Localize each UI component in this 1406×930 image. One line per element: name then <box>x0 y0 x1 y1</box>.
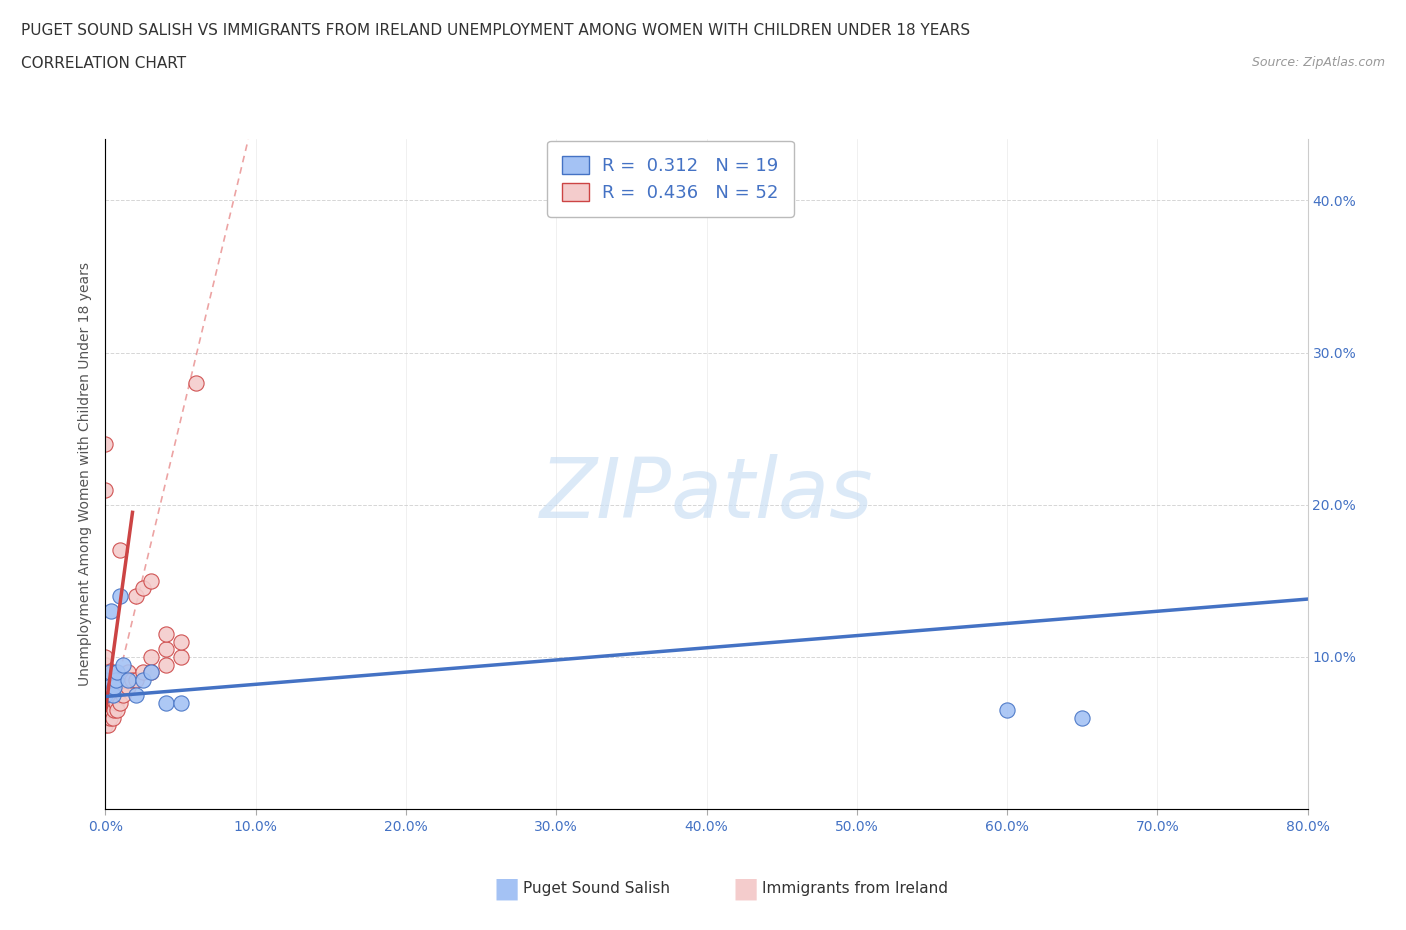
Point <box>124 589 146 604</box>
Point <box>101 680 124 695</box>
Point <box>184 376 207 391</box>
Text: Source: ZipAtlas.com: Source: ZipAtlas.com <box>1251 56 1385 69</box>
Point <box>100 604 122 618</box>
Y-axis label: Unemployment Among Women with Children Under 18 years: Unemployment Among Women with Children U… <box>79 262 93 686</box>
Point <box>139 665 162 680</box>
Point <box>124 672 146 687</box>
Point <box>100 672 122 687</box>
Point <box>103 703 125 718</box>
Point <box>132 665 155 680</box>
Point <box>94 718 117 733</box>
Text: Puget Sound Salish: Puget Sound Salish <box>523 881 671 896</box>
Point <box>94 703 117 718</box>
Point <box>155 642 177 657</box>
Point <box>94 687 117 702</box>
Point <box>110 589 132 604</box>
Point <box>155 658 177 672</box>
Point <box>104 695 127 710</box>
Point <box>94 649 117 664</box>
Point <box>103 687 125 702</box>
Legend: R =  0.312   N = 19, R =  0.436   N = 52: R = 0.312 N = 19, R = 0.436 N = 52 <box>547 141 793 217</box>
Point <box>97 680 120 695</box>
Point <box>97 718 120 733</box>
Point <box>94 687 117 702</box>
Point <box>98 665 121 680</box>
Point <box>98 695 121 710</box>
Point <box>94 665 117 680</box>
Point <box>132 581 155 596</box>
Point <box>94 672 117 687</box>
Point <box>94 482 117 497</box>
Point <box>94 680 117 695</box>
Point <box>100 703 122 718</box>
Point <box>101 695 124 710</box>
Point <box>107 703 129 718</box>
Text: ZIPatlas: ZIPatlas <box>540 454 873 535</box>
Text: CORRELATION CHART: CORRELATION CHART <box>21 56 186 71</box>
Text: ■: ■ <box>494 874 519 902</box>
Point <box>94 436 117 451</box>
Point <box>121 672 143 687</box>
Point <box>97 703 120 718</box>
Point <box>94 695 117 710</box>
Point <box>98 680 121 695</box>
Point <box>169 695 191 710</box>
Point <box>132 672 155 687</box>
Point <box>110 695 132 710</box>
Point <box>101 665 124 680</box>
Point <box>98 711 121 725</box>
Point <box>94 672 117 687</box>
Point <box>112 672 135 687</box>
Text: Immigrants from Ireland: Immigrants from Ireland <box>762 881 948 896</box>
Point <box>97 687 120 702</box>
Point <box>139 649 162 664</box>
Point <box>139 574 162 589</box>
Point <box>104 672 127 687</box>
Point <box>104 680 127 695</box>
Point <box>110 680 132 695</box>
Point <box>110 543 132 558</box>
Point <box>94 658 117 672</box>
Point <box>117 680 139 695</box>
Point <box>117 672 139 687</box>
Point <box>107 687 129 702</box>
Point <box>169 634 191 649</box>
Text: ■: ■ <box>733 874 758 902</box>
Point <box>103 680 125 695</box>
Point <box>101 711 124 725</box>
Point <box>94 711 117 725</box>
Point <box>155 627 177 642</box>
Point <box>112 658 135 672</box>
Point <box>100 687 122 702</box>
Point <box>139 665 162 680</box>
Point <box>169 649 191 664</box>
Point <box>124 687 146 702</box>
Point <box>995 703 1018 718</box>
Point <box>101 687 124 702</box>
Point <box>107 665 129 680</box>
Point <box>117 665 139 680</box>
Text: PUGET SOUND SALISH VS IMMIGRANTS FROM IRELAND UNEMPLOYMENT AMONG WOMEN WITH CHIL: PUGET SOUND SALISH VS IMMIGRANTS FROM IR… <box>21 23 970 38</box>
Point <box>155 695 177 710</box>
Point <box>1071 711 1094 725</box>
Point <box>112 687 135 702</box>
